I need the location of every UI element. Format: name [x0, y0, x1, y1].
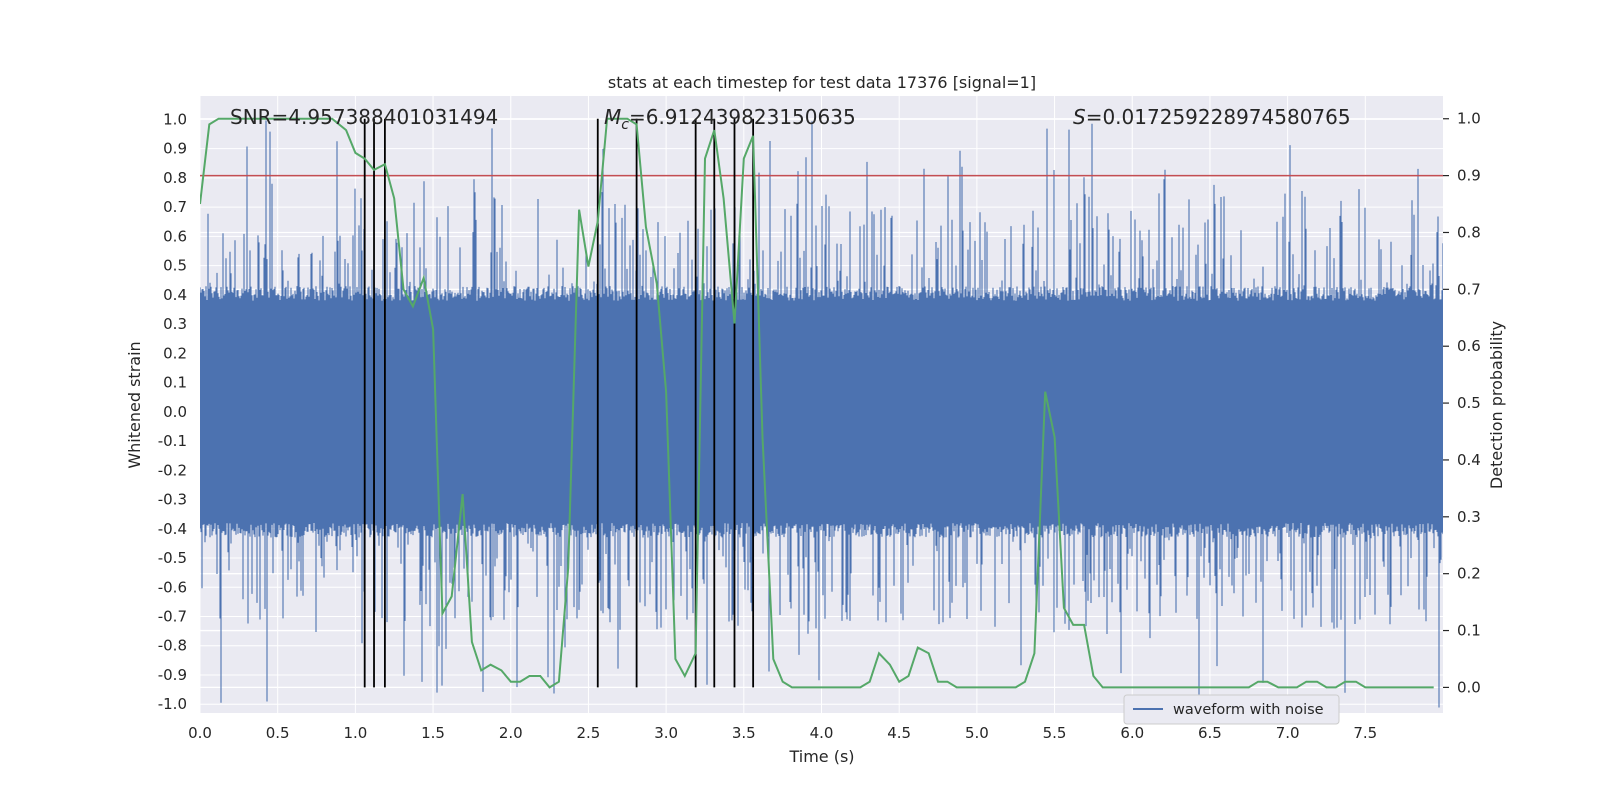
y-tick-label-left: 0.0 — [163, 403, 187, 421]
y-tick-label-left: 0.4 — [163, 286, 187, 304]
detection-markers — [363, 118, 755, 688]
y-tick-labels-left: 1.0 0.9 0.8 0.7 0.6 0.5 0.4 0.3 0.2 0.1 0.0 -0.1 -0.… — [158, 110, 187, 713]
x-tick-label: 7.0 — [1276, 724, 1300, 742]
y-tick-label-left: -0.7 — [158, 608, 187, 626]
y-tick-label-left: -0.5 — [158, 549, 187, 567]
x-tick-label: 6.5 — [1198, 724, 1222, 742]
chirp-mass-subscript: c — [621, 117, 629, 133]
y-tick-label-left: -0.3 — [158, 491, 187, 509]
x-tick-label: 0.0 — [188, 724, 212, 742]
legend-label: waveform with noise — [1173, 702, 1324, 718]
chirp-mass-annotation: Mc=6.912439823150635 — [604, 105, 856, 133]
y-tick-label-right: 0.0 — [1457, 678, 1481, 696]
y-tick-label-left: -0.4 — [158, 520, 187, 538]
snr-annotation: SNR=4.957388401031494 — [230, 105, 498, 129]
legend: waveform with noise — [1123, 694, 1340, 725]
y-tick-label-left: 0.1 — [163, 374, 187, 392]
y-tick-label-right: 0.6 — [1457, 337, 1481, 355]
y-tick-label-left: 0.8 — [163, 169, 187, 187]
y-tick-label-left: -1.0 — [158, 695, 187, 713]
x-tick-label: 4.0 — [810, 724, 834, 742]
detection-probability-series — [200, 117, 1434, 689]
y-tick-label-left: -0.1 — [158, 432, 187, 450]
y-tick-label-left: 0.5 — [163, 257, 187, 275]
y-tick-label-right: 0.9 — [1457, 167, 1481, 185]
waveform-trace — [200, 120, 1443, 708]
x-tick-label: 5.0 — [965, 724, 989, 742]
y-tick-label-left: -0.2 — [158, 461, 187, 479]
chirp-mass-symbol: M — [604, 105, 621, 129]
x-tick-label: 4.5 — [887, 724, 911, 742]
waveform-series — [200, 120, 1443, 708]
y-axis-label-left: Whitened strain — [125, 341, 144, 468]
y-tick-label-right: 0.1 — [1457, 622, 1481, 640]
y-tick-label-left: 1.0 — [163, 110, 187, 128]
chirp-mass-value: =6.912439823150635 — [629, 105, 856, 129]
y-tick-label-right: 1.0 — [1457, 110, 1481, 128]
x-tick-label: 0.5 — [266, 724, 290, 742]
y-tick-label-right: 0.8 — [1457, 223, 1481, 241]
y-tick-label-left: 0.7 — [163, 198, 187, 216]
x-tick-label: 5.5 — [1043, 724, 1067, 742]
y-tick-label-left: 0.2 — [163, 344, 187, 362]
s-annotation: S=0.017259228974580765 — [1073, 105, 1351, 129]
y-tick-label-right: 0.5 — [1457, 394, 1481, 412]
y-tick-label-right: 0.7 — [1457, 280, 1481, 298]
y-tick-label-left: 0.6 — [163, 227, 187, 245]
s-value: =0.017259228974580765 — [1086, 105, 1351, 129]
legend-box — [1123, 694, 1340, 725]
x-tick-label: 2.0 — [499, 724, 523, 742]
x-tick-label: 3.0 — [654, 724, 678, 742]
y-tick-label-left: -0.6 — [158, 578, 187, 596]
detection-probability-line — [200, 117, 1434, 689]
y-tick-label-right: 0.4 — [1457, 451, 1481, 469]
x-tick-label: 7.5 — [1353, 724, 1377, 742]
y-tick-labels-right: 1.0 0.9 0.8 0.7 0.6 0.5 0.4 0.3 0.2 0.1 0.0 — [1443, 110, 1481, 696]
y-tick-label-left: 0.9 — [163, 140, 187, 158]
chart-title: stats at each timestep for test data 173… — [608, 73, 1036, 92]
y-tick-label-left: -0.9 — [158, 666, 187, 684]
y-tick-label-right: 0.3 — [1457, 508, 1481, 526]
x-tick-labels: 0.0 0.5 1.0 1.5 2.0 2.5 3.0 3.5 4.0 4.5 5.0 5.5 6.0 6… — [188, 724, 1377, 742]
x-tick-label: 6.0 — [1120, 724, 1144, 742]
x-tick-label: 1.0 — [343, 724, 367, 742]
x-tick-label: 3.5 — [732, 724, 756, 742]
x-tick-label: 1.5 — [421, 724, 445, 742]
x-axis-label: Time (s) — [788, 747, 854, 766]
y-tick-label-left: 0.3 — [163, 315, 187, 333]
y-axis-label-right: Detection probability — [1487, 321, 1506, 489]
s-symbol: S — [1073, 105, 1086, 129]
y-tick-label-right: 0.2 — [1457, 565, 1481, 583]
x-tick-label: 2.5 — [577, 724, 601, 742]
y-tick-label-left: -0.8 — [158, 637, 187, 655]
